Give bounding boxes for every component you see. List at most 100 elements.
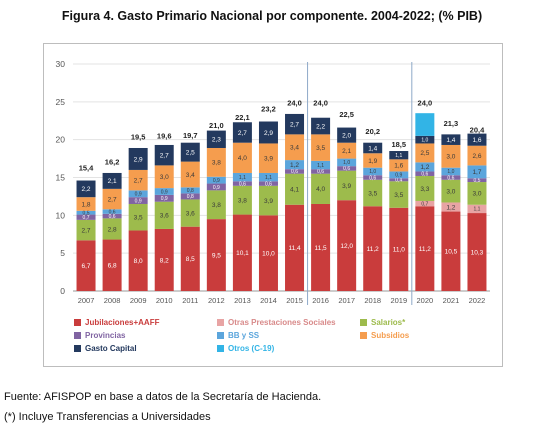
legend-swatch [217,319,224,326]
segment-value-label: 2,9 [134,156,143,163]
bar-total-label: 20,4 [470,126,485,135]
segment-value-label: 2,1 [108,178,117,185]
segment-value-label: 8,0 [134,258,143,265]
segment-value-label: 0,6 [265,181,272,187]
segment-value-label: 1,1 [473,207,480,213]
bar-segment [180,199,200,227]
segment-value-label: 1,2 [290,162,299,169]
legend-label: Otros (C-19) [228,344,275,353]
bar-segment [337,142,357,159]
segment-value-label: 0,8 [187,194,194,200]
bar-segment [128,169,148,191]
bar-segment [232,214,252,291]
bar-segment [337,127,357,143]
bar-segment [441,211,461,291]
segment-value-label: 10,0 [262,251,275,258]
segment-value-label: 0,4 [395,178,402,184]
bar-segment [285,169,305,174]
source-note: Fuente: AFISPOP en base a datos de la Se… [4,391,322,403]
x-tick-label: 2014 [260,296,277,305]
bar-segment [337,158,357,167]
segment-value-label: 2,7 [160,153,169,160]
footnote: (*) Incluye Transferencias a Universidad… [4,411,211,423]
segment-value-label: 0,7 [83,215,90,221]
legend-label: Jubilaciones+AAFF [85,318,160,327]
bar-segment [154,165,174,189]
bar-segment [311,173,331,204]
bar-segment [154,144,174,166]
segment-value-label: 0,6 [447,175,454,181]
segment-value-label: 6,7 [82,263,91,270]
bar-segment [363,206,383,291]
segment-value-label: 1,6 [472,137,481,144]
x-tick-label: 2017 [338,296,355,305]
x-tick-label: 2013 [234,296,251,305]
bar-segment [180,226,200,291]
bar-segment [154,201,174,229]
legend-swatch [74,319,81,326]
bar-segment [467,178,487,183]
page-title: Figura 4. Gasto Primario Nacional por co… [61,9,483,23]
y-tick-label: 0 [60,286,65,296]
bar-segment [206,219,226,291]
bar-segment [415,206,435,291]
segment-value-label: 3,5 [316,145,325,152]
y-tick-label: 5 [60,248,65,258]
bar-segment [258,181,278,186]
bar-segment [76,180,96,198]
bar-segment [415,175,435,201]
x-tick-label: 2016 [312,296,329,305]
bar-segment [285,134,305,161]
bar-total-label: 24,0 [313,98,328,107]
x-tick-label: 2020 [417,296,434,305]
bar-segment [311,117,331,135]
bar-segment [441,167,461,176]
bar-segment [441,144,461,168]
bar-segment [415,143,435,163]
bar-total-label: 23,2 [261,104,276,113]
bar-total-label: 19,5 [131,132,146,141]
segment-value-label: 2,3 [212,137,221,144]
bar-segment [258,215,278,291]
segment-value-label: 3,6 [160,213,169,220]
segment-value-label: 1,6 [394,163,403,170]
bar-segment [206,183,226,191]
segment-value-label: 1,1 [395,153,402,159]
bar-segment [232,142,252,173]
segment-value-label: 2,5 [420,150,429,157]
segment-value-label: 1,4 [368,145,377,152]
bar-segment [415,171,435,176]
segment-value-label: 12,0 [340,243,353,250]
segment-value-label: 0,6 [109,209,116,215]
segment-value-label: 3,4 [186,172,195,179]
segment-value-label: 1,2 [420,164,429,171]
bar-segment [285,160,305,170]
segment-value-label: 2,7 [134,177,143,184]
segment-value-label: 3,0 [160,174,169,181]
segment-value-label: 2,2 [82,186,91,193]
segment-value-label: 3,9 [264,156,273,163]
bar-segment [467,204,487,214]
bar-segment [258,143,278,173]
segment-value-label: 0,6 [239,181,246,187]
bar-segment [389,171,409,179]
segment-value-label: 0,6 [343,166,350,172]
segment-value-label: 4,0 [238,155,247,162]
bar-segment [285,204,305,291]
bar-segment [441,202,461,212]
x-tick-label: 2010 [156,296,173,305]
bar-total-label: 15,4 [79,163,94,172]
segment-value-label: 2,8 [108,226,117,233]
bar-segment [389,181,409,208]
segment-value-label: 3,4 [290,145,299,152]
bar-segment [467,145,487,166]
bar-segment [102,239,122,291]
segment-value-label: 0,9 [135,192,142,198]
segment-value-label: 2,7 [108,196,117,203]
bar-segment [180,142,200,162]
bar-segment [206,176,226,184]
legend-label: Otras Prestaciones Sociales [228,318,336,327]
bar-segment [363,153,383,168]
bar-segment [363,167,383,176]
segment-value-label: 0,5 [83,210,90,216]
